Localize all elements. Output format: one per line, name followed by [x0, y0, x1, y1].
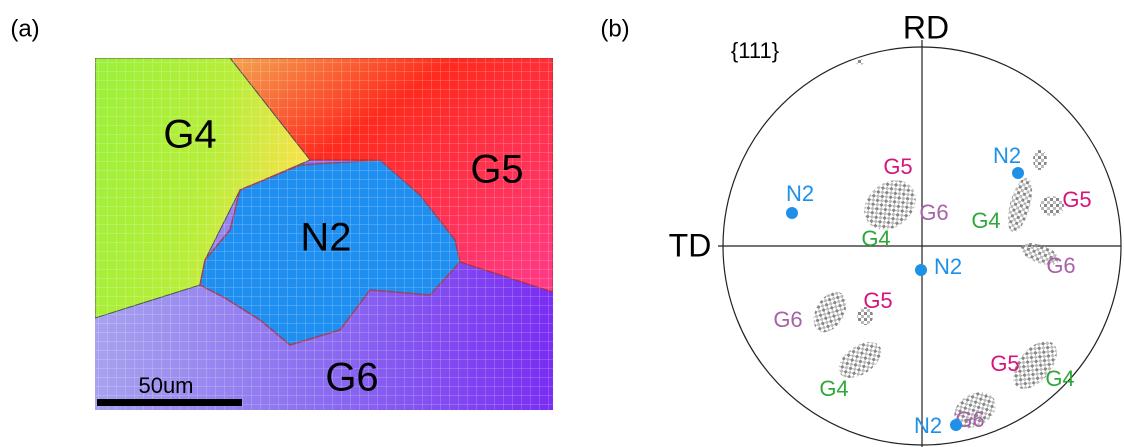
- axis-label: RD: [903, 9, 949, 45]
- panel-b: (b) {111} RD TD G5 N2 G5 G6 G4 N2 G4 N2 G6 G5 G6 G5…: [600, 9, 1122, 447]
- pole-label: N2: [934, 254, 962, 279]
- scale-bar: [97, 399, 242, 406]
- grain-label: G6: [325, 356, 378, 400]
- pole-label: G4: [1045, 366, 1074, 391]
- pole-label: G6: [919, 200, 948, 225]
- orientation-map: [95, 58, 553, 410]
- pole-label: G6: [773, 307, 802, 332]
- pole-marker: [1012, 167, 1024, 179]
- grain-label: N2: [300, 216, 351, 260]
- pole-label: G4: [861, 226, 890, 251]
- pole-marker: [915, 264, 927, 276]
- pole-label: N2: [914, 413, 942, 438]
- pole-label: G4: [819, 376, 848, 401]
- pole-label: N2: [786, 181, 814, 206]
- pole-clusters: [813, 59, 1064, 428]
- grain-label: G5: [470, 148, 523, 192]
- pole-label: N2: [993, 143, 1021, 168]
- pole-figure-title: {111}: [731, 38, 779, 63]
- grain-label: G4: [163, 113, 216, 157]
- pole-label: G6: [1046, 253, 1075, 278]
- panel-a: (a) G4 G5 N2 G6 50um: [10, 15, 553, 410]
- pole-label: G5: [990, 351, 1019, 376]
- pole-marker: [950, 419, 962, 431]
- pole-label: G5: [883, 154, 912, 179]
- pole-label: G5: [863, 288, 892, 313]
- panel-label: (a): [10, 15, 39, 42]
- panel-label: (b): [600, 15, 629, 42]
- pole-label: G5: [1062, 187, 1091, 212]
- scale-bar-label: 50um: [138, 373, 193, 398]
- grid-overlay: [95, 58, 553, 410]
- axis-label: TD: [669, 227, 712, 263]
- pole-label: G4: [971, 208, 1000, 233]
- pole-marker: [786, 207, 798, 219]
